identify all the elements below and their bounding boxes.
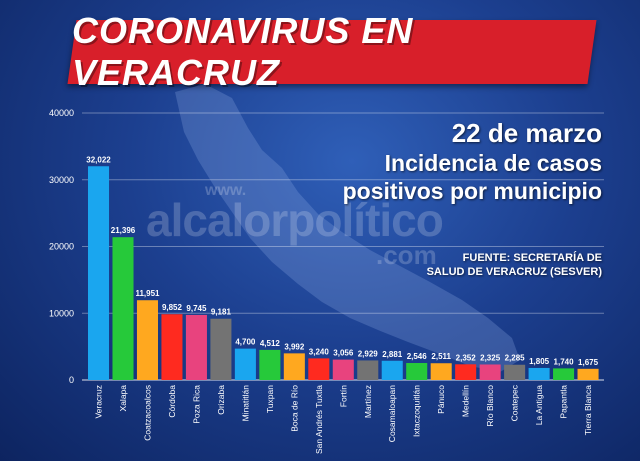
data-label: 32,022 (86, 155, 111, 164)
subtitle-line-1: Incidencia de casos (384, 150, 602, 176)
data-label: 2,881 (382, 350, 403, 359)
bar (504, 364, 526, 380)
data-label: 3,240 (309, 347, 330, 356)
bar (259, 349, 281, 380)
bar (283, 353, 305, 380)
data-label: 2,325 (480, 353, 501, 362)
x-tick-label: Córdoba (167, 385, 177, 418)
x-tick-label: Medellín (461, 385, 471, 417)
x-tick-label: Tierra Blanca (583, 385, 593, 436)
x-tick-label: Pánuco (436, 385, 446, 414)
bar (577, 368, 599, 380)
bar (528, 367, 550, 380)
bar (455, 364, 477, 380)
y-tick-label: 20000 (49, 242, 74, 252)
x-tick-label: Río Blanco (485, 385, 495, 427)
data-label: 2,285 (505, 354, 526, 363)
watermark-www: www. (205, 182, 247, 199)
x-tick-label: Cosamaloapan (387, 385, 397, 442)
subtitle-line-2: positivos por municipio (342, 178, 602, 204)
data-label: 3,992 (284, 342, 305, 351)
data-label: 2,546 (407, 352, 428, 361)
x-tick-label: Fortín (338, 385, 348, 407)
y-tick-label: 10000 (49, 308, 74, 318)
bar (161, 314, 183, 380)
bar (553, 368, 575, 380)
source-line-1: FUENTE: SECRETARÍA DE (462, 252, 602, 264)
x-tick-label: Poza Rica (191, 385, 201, 424)
source-line-2: SALUD DE VERACRUZ (SESVER) (426, 266, 602, 278)
y-tick-label: 0 (69, 375, 74, 385)
data-label: 2,352 (456, 353, 477, 362)
x-tick-label: Boca de Río (289, 385, 299, 432)
bar (479, 364, 501, 380)
date-label: 22 de marzo (451, 118, 602, 148)
bar (430, 363, 452, 380)
x-tick-label: Ixtaczoquitlán (412, 385, 422, 437)
bar (112, 237, 134, 380)
data-label: 1,805 (529, 357, 550, 366)
data-label: 4,512 (260, 339, 281, 348)
data-label: 9,181 (211, 308, 232, 317)
data-label: 9,745 (186, 304, 207, 313)
data-label: 1,675 (578, 358, 599, 367)
x-tick-label: Minatitlán (240, 385, 250, 422)
x-tick-label: Coatzacoalcos (142, 385, 152, 441)
x-tick-label: La Antigua (534, 385, 544, 425)
data-label: 2,929 (358, 349, 379, 358)
bar (136, 300, 159, 380)
bar (88, 166, 110, 380)
bar (357, 360, 379, 380)
watermark-brand: alcalorpolítico (146, 194, 444, 246)
x-tick-label: Xalapa (118, 385, 128, 412)
x-tick-label: Orizaba (216, 385, 226, 415)
x-tick-label: Martínez (363, 385, 373, 418)
data-label: 4,700 (235, 338, 256, 347)
bar (406, 363, 428, 380)
x-tick-label: Papantla (559, 385, 569, 419)
data-label: 11,951 (135, 289, 160, 298)
x-tick-label: Tuxpan (265, 385, 275, 413)
watermark-com: .com (376, 240, 437, 270)
y-tick-label: 40000 (49, 108, 74, 118)
bar (308, 358, 330, 380)
x-tick-label: Veracruz (94, 385, 104, 419)
data-label: 3,056 (333, 349, 354, 358)
data-label: 21,396 (111, 226, 136, 235)
bar (234, 348, 256, 380)
data-label: 2,511 (431, 352, 451, 361)
bar (185, 314, 207, 380)
x-tick-label: San Andrés Tuxtla (314, 385, 324, 454)
x-tick-label: Coatepec (510, 384, 520, 421)
bar (210, 318, 232, 380)
data-label: 1,740 (554, 357, 575, 366)
bar (332, 359, 354, 380)
data-label: 9,852 (162, 303, 183, 312)
y-tick-label: 30000 (49, 175, 74, 185)
bar (381, 360, 403, 380)
